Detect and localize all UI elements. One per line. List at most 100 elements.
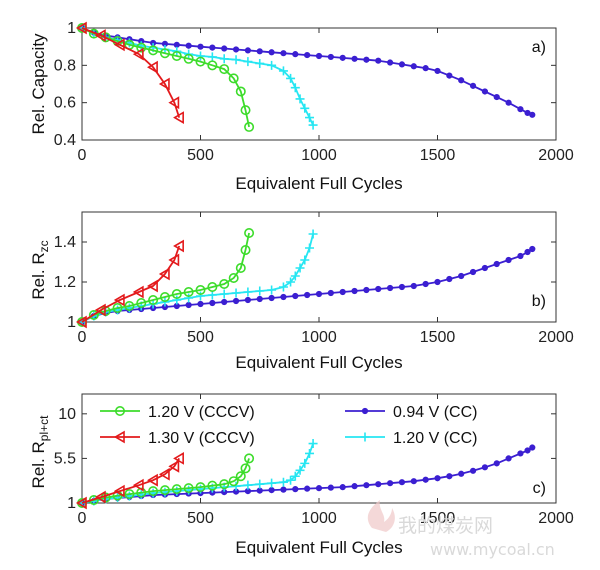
y-axis-label-c-main: Rel. R <box>29 441 48 488</box>
data-point <box>207 480 218 491</box>
data-point <box>493 260 500 268</box>
data-point <box>327 53 334 61</box>
data-point <box>387 480 394 487</box>
x-tick-label: 2000 <box>538 510 574 527</box>
data-point <box>207 52 217 62</box>
data-point <box>195 284 206 295</box>
x-axis-label-b: Equivalent Full Cycles <box>235 353 402 372</box>
series-line <box>81 27 181 118</box>
data-point <box>505 256 512 264</box>
y-axis-label-c-sub: pl+ct <box>37 415 51 441</box>
flame-logo <box>367 500 395 532</box>
series-0-94-v-cc- <box>78 245 536 326</box>
data-point <box>278 477 288 487</box>
data-point <box>387 59 394 66</box>
series-1-30-v-cccv- <box>75 239 184 329</box>
data-point <box>256 487 263 494</box>
data-point <box>219 278 230 289</box>
data-point <box>185 42 192 49</box>
data-point <box>132 47 144 61</box>
data-point <box>458 272 465 280</box>
data-point <box>529 444 536 451</box>
data-point <box>148 486 159 497</box>
data-point <box>235 262 246 273</box>
data-point <box>219 54 229 64</box>
y-tick-label: 10 <box>58 406 76 423</box>
data-point <box>493 93 500 101</box>
data-point <box>243 57 253 67</box>
data-point <box>363 56 370 63</box>
data-point <box>171 50 182 61</box>
data-point <box>113 484 125 498</box>
data-point <box>228 73 239 84</box>
legend-marker <box>360 432 370 442</box>
y-tick-label: 0.4 <box>54 132 76 149</box>
x-tick-label: 2000 <box>538 147 574 164</box>
data-point <box>228 476 239 487</box>
data-point <box>113 38 125 52</box>
y-tick-label: 1 <box>67 20 76 37</box>
data-point <box>256 295 263 303</box>
data-point <box>240 463 251 474</box>
data-point <box>219 64 230 75</box>
data-point <box>446 275 453 283</box>
data-point <box>219 479 230 490</box>
data-point <box>147 279 158 293</box>
data-point <box>244 121 255 132</box>
data-point <box>196 291 205 301</box>
data-point <box>458 470 465 477</box>
x-tick-label: 0 <box>78 147 87 164</box>
data-point <box>292 51 299 58</box>
data-point <box>243 480 253 490</box>
data-point <box>351 55 358 62</box>
data-point <box>173 111 184 124</box>
data-point <box>524 248 531 256</box>
data-point <box>168 253 180 267</box>
data-point <box>434 278 441 286</box>
x-tick-label: 1000 <box>301 329 337 346</box>
data-point <box>517 252 524 260</box>
x-tick-label: 1500 <box>420 147 456 164</box>
data-point <box>158 267 170 281</box>
series-1-30-v-cccv- <box>75 452 184 510</box>
y-axis-label-a: Rel. Capacity <box>29 33 48 135</box>
data-point <box>235 86 246 97</box>
data-point <box>268 49 275 56</box>
data-point <box>94 490 106 504</box>
watermark: 我的煤炭网 www.mycoal.cn <box>367 500 555 559</box>
data-point <box>207 281 218 292</box>
data-point <box>197 43 204 50</box>
legend-entry: 1.30 V (CCCV) <box>100 430 255 447</box>
data-point <box>183 483 194 494</box>
series-0-94-v-cc- <box>78 24 536 118</box>
y-tick-label: 1.2 <box>54 274 76 291</box>
data-point <box>280 293 287 301</box>
data-point <box>286 73 296 83</box>
data-point <box>422 65 429 72</box>
data-point <box>308 229 318 239</box>
data-point <box>168 96 180 110</box>
x-axis-label-c: Equivalent Full Cycles <box>235 538 402 557</box>
data-point <box>315 485 323 492</box>
data-point <box>75 315 87 329</box>
data-point <box>124 300 135 311</box>
legend-label: 1.20 V (CC) <box>393 430 477 447</box>
y-axis-label-c: Rel. Rpl+ct <box>29 415 51 489</box>
panel-label: c) <box>533 480 546 497</box>
data-point <box>292 486 299 493</box>
data-point <box>232 297 240 305</box>
data-point <box>529 111 536 118</box>
data-point <box>228 272 239 283</box>
data-point <box>280 50 287 57</box>
panel-label: a) <box>532 39 546 56</box>
data-point <box>94 29 106 42</box>
data-point <box>244 296 251 304</box>
watermark-text: 我的煤炭网 <box>398 515 493 537</box>
data-point <box>375 481 382 488</box>
data-point <box>529 245 536 253</box>
data-point <box>255 58 265 68</box>
legend-entry: 1.20 V (CC) <box>345 430 477 447</box>
data-point <box>147 60 158 74</box>
series-line <box>81 27 533 116</box>
data-point <box>292 292 299 300</box>
